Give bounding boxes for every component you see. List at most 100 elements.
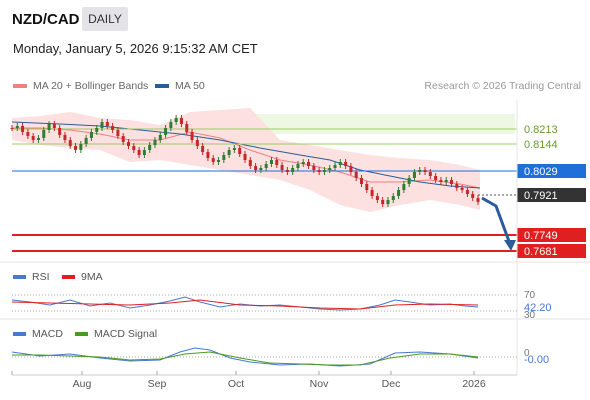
timeframe-badge[interactable]: DAILY — [82, 7, 128, 31]
candle-body — [31, 136, 35, 140]
candle-body — [296, 164, 300, 168]
candle-body — [328, 168, 332, 170]
legend-macd-signal: MACD Signal — [75, 328, 157, 340]
candle-body — [386, 200, 390, 204]
candle-body — [95, 128, 99, 132]
timestamp: Monday, January 5, 2026 9:15:32 AM CET — [13, 41, 258, 56]
chart-header: NZD/CAD DAILY — [0, 0, 590, 38]
rsi-panel: 70 42.20 30 — [11, 290, 552, 321]
candle-body — [360, 178, 363, 184]
level-tag-bg — [517, 228, 586, 242]
candle-body — [195, 140, 199, 146]
level-label-0.8144: 0.8144 — [524, 139, 558, 151]
macd-value: -0.00 — [524, 354, 549, 366]
candle-body — [201, 146, 205, 152]
legend-label: MACD Signal — [94, 328, 158, 340]
candle-body — [243, 154, 247, 160]
legend-label: RSI — [32, 271, 50, 283]
candle-body — [79, 144, 83, 150]
level-label-0.7681: 0.7681 — [524, 246, 558, 258]
legend-label: MA 20 + Bollinger Bands — [33, 80, 149, 92]
candlesticks — [10, 115, 480, 207]
legend-label: MACD — [32, 328, 63, 340]
candle-body — [68, 140, 72, 146]
ma50-line — [11, 121, 481, 189]
candle-body — [111, 126, 115, 130]
legend-ma50: MA 50 — [155, 80, 205, 92]
candle-body — [402, 184, 406, 190]
candle-body — [74, 146, 78, 150]
candle-body — [100, 122, 104, 128]
candle-body — [190, 132, 194, 140]
candle-body — [227, 150, 231, 155]
rsi-70-label: 70 — [524, 290, 536, 301]
candle-body — [317, 170, 321, 172]
candle-body — [444, 180, 448, 182]
candle-body — [206, 152, 210, 158]
candle-body — [344, 162, 348, 166]
candle-body — [269, 160, 273, 164]
candle-body — [264, 164, 268, 168]
candle-body — [42, 130, 46, 138]
candle-body — [322, 170, 326, 172]
legend-label: 9MA — [81, 271, 103, 283]
candle-body — [455, 184, 459, 188]
candle-body — [179, 118, 183, 124]
candle-body — [211, 158, 215, 162]
credit-text: Research © 2026 Trading Central — [424, 80, 581, 92]
forecast-arrow-head — [504, 240, 516, 251]
candle-body — [381, 200, 385, 204]
candle-body — [254, 166, 258, 170]
candle-body — [375, 196, 379, 200]
main-chart: 0.8213 0.8144 0.8029 0.7921 0.7749 0.768… — [10, 108, 586, 258]
level-tag-bg — [517, 164, 586, 178]
candle-body — [58, 128, 62, 135]
rsi-30-label: 30 — [524, 310, 536, 321]
candle-body — [434, 176, 438, 180]
x-tick-label: Nov — [310, 378, 329, 390]
candle-body — [89, 132, 93, 138]
candle-body — [365, 184, 369, 190]
candle-body — [148, 145, 152, 150]
x-tick-label: 2026 — [462, 378, 486, 390]
legend-rsi-9ma: 9MA — [62, 271, 103, 283]
candle-body — [291, 168, 295, 172]
x-tick-label: Sep — [148, 378, 167, 390]
candle-body — [275, 160, 279, 165]
candle-body — [439, 180, 443, 182]
rsi-value: 42.20 — [524, 302, 552, 314]
candle-body — [121, 136, 125, 142]
candle-body — [84, 138, 88, 144]
candle-body — [412, 172, 416, 178]
candle-body — [127, 142, 130, 146]
candle-body — [105, 122, 109, 126]
level-label-0.8029: 0.8029 — [524, 166, 558, 178]
candle-body — [333, 165, 337, 168]
candle-body — [15, 126, 19, 128]
legend-swatch — [62, 275, 75, 280]
legend-swatch — [155, 84, 169, 89]
level-tag-bg — [517, 188, 586, 202]
candle-body — [21, 126, 25, 132]
candle-body — [280, 165, 284, 170]
macd-line — [11, 347, 479, 367]
x-tick-label: Oct — [228, 378, 244, 390]
candle-body — [391, 196, 395, 200]
candle-body — [259, 168, 263, 170]
candle-body — [285, 170, 289, 172]
candle-body — [471, 194, 475, 198]
candle-body — [132, 146, 136, 150]
candle-body — [370, 190, 374, 196]
candle-body — [36, 138, 40, 140]
legend-bollinger: MA 20 + Bollinger Bands — [13, 80, 148, 92]
candle-body — [169, 122, 173, 128]
legend-rsi: RSI — [13, 271, 50, 283]
candle-body — [423, 170, 427, 172]
level-label-0.7749: 0.7749 — [524, 230, 558, 242]
candle-body — [52, 124, 56, 128]
candle-body — [460, 188, 464, 190]
x-tick-label: Dec — [382, 378, 401, 390]
candle-body — [174, 118, 178, 122]
candle-body — [418, 170, 422, 172]
